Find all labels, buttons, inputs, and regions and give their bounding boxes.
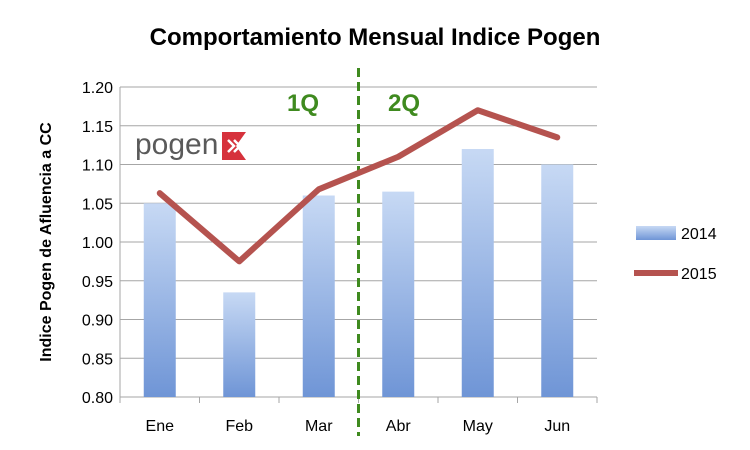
x-axis-ticks: Ene Feb Mar Abr May Jun [146, 418, 571, 435]
chart-title: Comportamiento Mensual Indice Pogen [149, 24, 601, 51]
legend-label-2014: 2014 [681, 226, 717, 243]
logo-arrows-icon [227, 139, 242, 153]
y-tick-label: 1.15 [82, 119, 113, 136]
bar-abr [382, 191, 415, 397]
legend-swatch-2014 [636, 226, 676, 240]
y-tick-label: 1.00 [82, 235, 113, 252]
x-tick-label: Jun [544, 418, 570, 435]
x-tick-label: Abr [386, 418, 412, 435]
x-tick-label: Mar [305, 418, 333, 435]
quarter-label-1q: 1Q [287, 90, 319, 117]
pogen-logo: pogen [135, 128, 246, 161]
y-tick-label: 1.20 [82, 80, 113, 97]
bar-may [461, 149, 494, 397]
y-tick-label: 1.05 [82, 196, 113, 213]
y-axis-label: Indice Pogen de Afluencia a CC [38, 122, 55, 362]
bar-ene [143, 203, 176, 397]
legend-label-2015: 2015 [681, 266, 717, 283]
legend: 2014 2015 [634, 226, 717, 283]
y-axis-ticks: 0.80 0.85 0.90 0.95 1.00 1.05 1.10 1.15 1.20 [82, 80, 113, 407]
quarter-label-2q: 2Q [388, 90, 420, 117]
y-tick-label: 0.95 [82, 274, 113, 291]
logo-wordmark: pogen [135, 128, 218, 161]
grid [119, 86, 598, 403]
line-series-2015 [156, 107, 561, 265]
x-tick-label: Ene [146, 418, 175, 435]
x-tick-label: Feb [225, 418, 253, 435]
bar-mar [302, 195, 335, 397]
bar-jun [541, 164, 574, 397]
x-tick-label: May [463, 418, 493, 435]
bar-feb [223, 292, 256, 397]
y-tick-label: 0.80 [82, 390, 113, 407]
bar-series-2014 [143, 149, 574, 397]
y-tick-label: 0.85 [82, 351, 113, 368]
y-tick-label: 0.90 [82, 313, 113, 330]
y-tick-label: 1.10 [82, 158, 113, 175]
